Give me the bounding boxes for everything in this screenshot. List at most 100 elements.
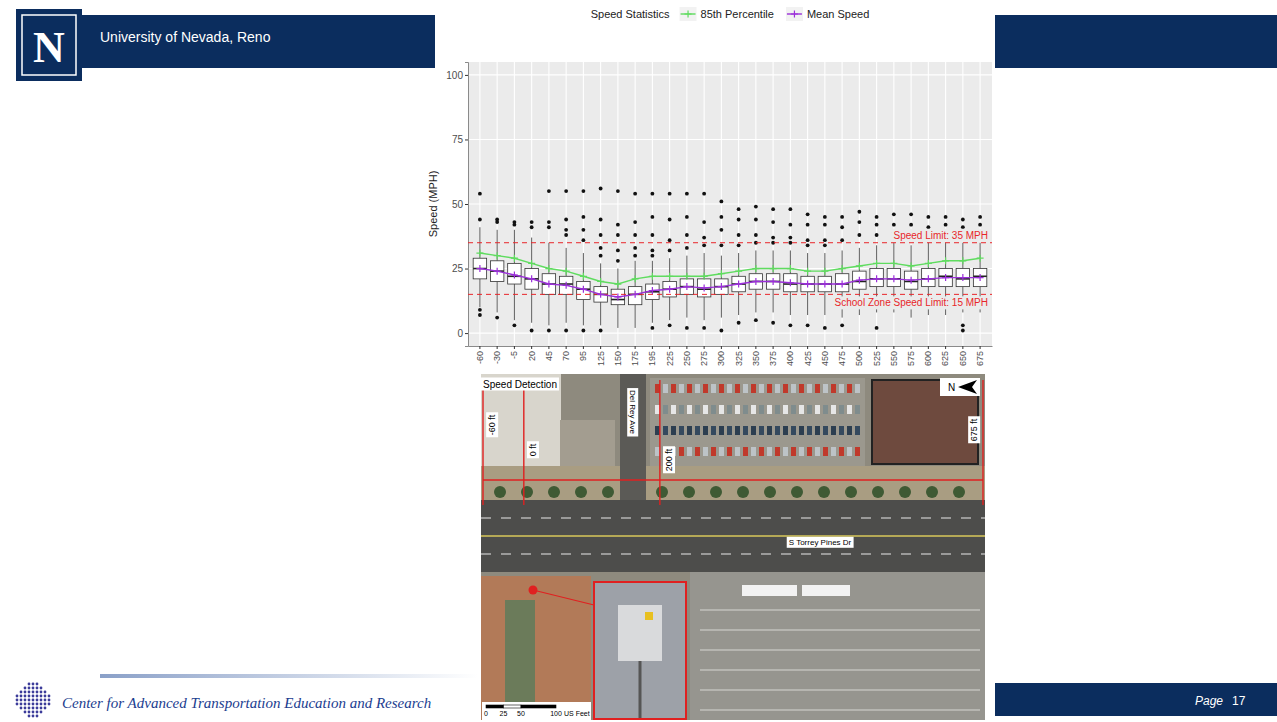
tick: 625 <box>940 346 950 366</box>
parked-car <box>711 426 716 435</box>
outlier <box>840 323 844 327</box>
outlier <box>806 212 810 216</box>
tick-mark <box>928 346 929 349</box>
tick-label: 100 <box>446 70 463 81</box>
series-marker <box>752 278 759 285</box>
reference-line <box>468 242 992 243</box>
series-marker <box>597 278 604 285</box>
tick-mark <box>859 346 860 349</box>
parked-car <box>719 384 724 393</box>
map-title-text: Speed Detection <box>483 379 557 390</box>
tick: 150 <box>613 346 623 366</box>
tick: 650 <box>958 346 968 366</box>
legend-title: Speed Statistics <box>591 8 670 20</box>
whisker-low <box>790 292 791 315</box>
series-marker <box>752 265 759 272</box>
outlier <box>668 218 672 222</box>
tick-label: 25 <box>452 263 464 274</box>
tick-label: 475 <box>837 351 847 366</box>
logo-dot <box>32 707 35 710</box>
outlier <box>978 215 982 219</box>
parked-car <box>807 384 812 393</box>
outlier <box>668 238 672 242</box>
scale-bar: 02550100US Feet <box>482 702 591 720</box>
outlier <box>754 233 758 237</box>
outlier <box>512 223 516 227</box>
tick-mark <box>893 346 894 349</box>
parked-car <box>831 447 836 456</box>
parked-car <box>823 384 828 393</box>
series-marker <box>925 260 932 267</box>
series-marker <box>856 277 863 284</box>
tick: 20 <box>527 346 537 361</box>
box <box>628 192 641 328</box>
parked-car <box>767 384 772 393</box>
logo-dot <box>48 695 51 698</box>
tick-mark <box>980 346 981 349</box>
logo-dot <box>36 691 39 694</box>
page-number: 17 <box>1232 694 1246 708</box>
parked-car <box>743 426 748 435</box>
grid-line <box>686 62 687 346</box>
axis-title: Speed (MPH) <box>427 171 439 238</box>
logo-box <box>16 9 82 81</box>
tree <box>683 486 695 498</box>
outlier <box>961 218 965 222</box>
box <box>749 205 762 322</box>
outlier <box>702 192 706 196</box>
logo-dot <box>20 695 23 698</box>
outlier <box>668 323 672 327</box>
logo-dot <box>44 695 47 698</box>
parking-stripe <box>700 610 980 611</box>
outlier <box>944 223 948 227</box>
box <box>577 189 590 332</box>
logo-dot <box>24 691 27 694</box>
logo-dot <box>16 695 19 698</box>
header-bar <box>82 15 435 68</box>
parked-car <box>663 384 668 393</box>
tick-label: 0 <box>457 328 463 339</box>
tick: 45 <box>544 346 554 361</box>
whisker-low <box>755 289 756 312</box>
header-title: University of Nevada, Reno <box>100 29 271 45</box>
tick-label: 575 <box>906 351 916 366</box>
series-marker <box>614 281 621 288</box>
logo-dot <box>24 695 27 698</box>
outlier <box>495 316 499 320</box>
parked-car <box>831 426 836 435</box>
tick-label: 500 <box>854 351 864 366</box>
outlier <box>771 236 775 240</box>
series-marker <box>925 275 932 282</box>
tick: 475 <box>837 346 847 366</box>
outlier <box>668 192 672 196</box>
logo-dot <box>36 707 39 710</box>
outlier <box>909 223 913 227</box>
inset-photo <box>594 582 686 719</box>
outlier <box>840 225 844 229</box>
whisker-low <box>548 294 549 325</box>
grid-line <box>721 62 722 346</box>
legend-key <box>680 7 697 21</box>
whisker-low <box>635 305 636 328</box>
outlier <box>478 218 482 222</box>
series-marker <box>494 268 501 275</box>
outlier <box>806 238 810 242</box>
series-marker <box>545 281 552 288</box>
logo-dot <box>36 687 39 690</box>
tick: 500 <box>854 346 864 366</box>
logo-dot <box>32 683 35 686</box>
tick-mark <box>465 333 468 334</box>
series-marker <box>977 255 984 262</box>
tick-mark <box>945 346 946 349</box>
footer-rule <box>100 674 478 678</box>
grid-line <box>468 74 992 75</box>
parked-car <box>791 384 796 393</box>
tick: 275 <box>699 346 709 366</box>
tick-mark <box>635 346 636 349</box>
street-label-text: S Torrey Pines Dr <box>789 538 852 547</box>
tick-label: 20 <box>527 351 537 361</box>
tick: 250 <box>682 346 692 366</box>
outlier <box>685 326 689 330</box>
footer-text: Center for Advanced Transportation Educa… <box>62 695 431 711</box>
parked-car <box>711 447 716 456</box>
